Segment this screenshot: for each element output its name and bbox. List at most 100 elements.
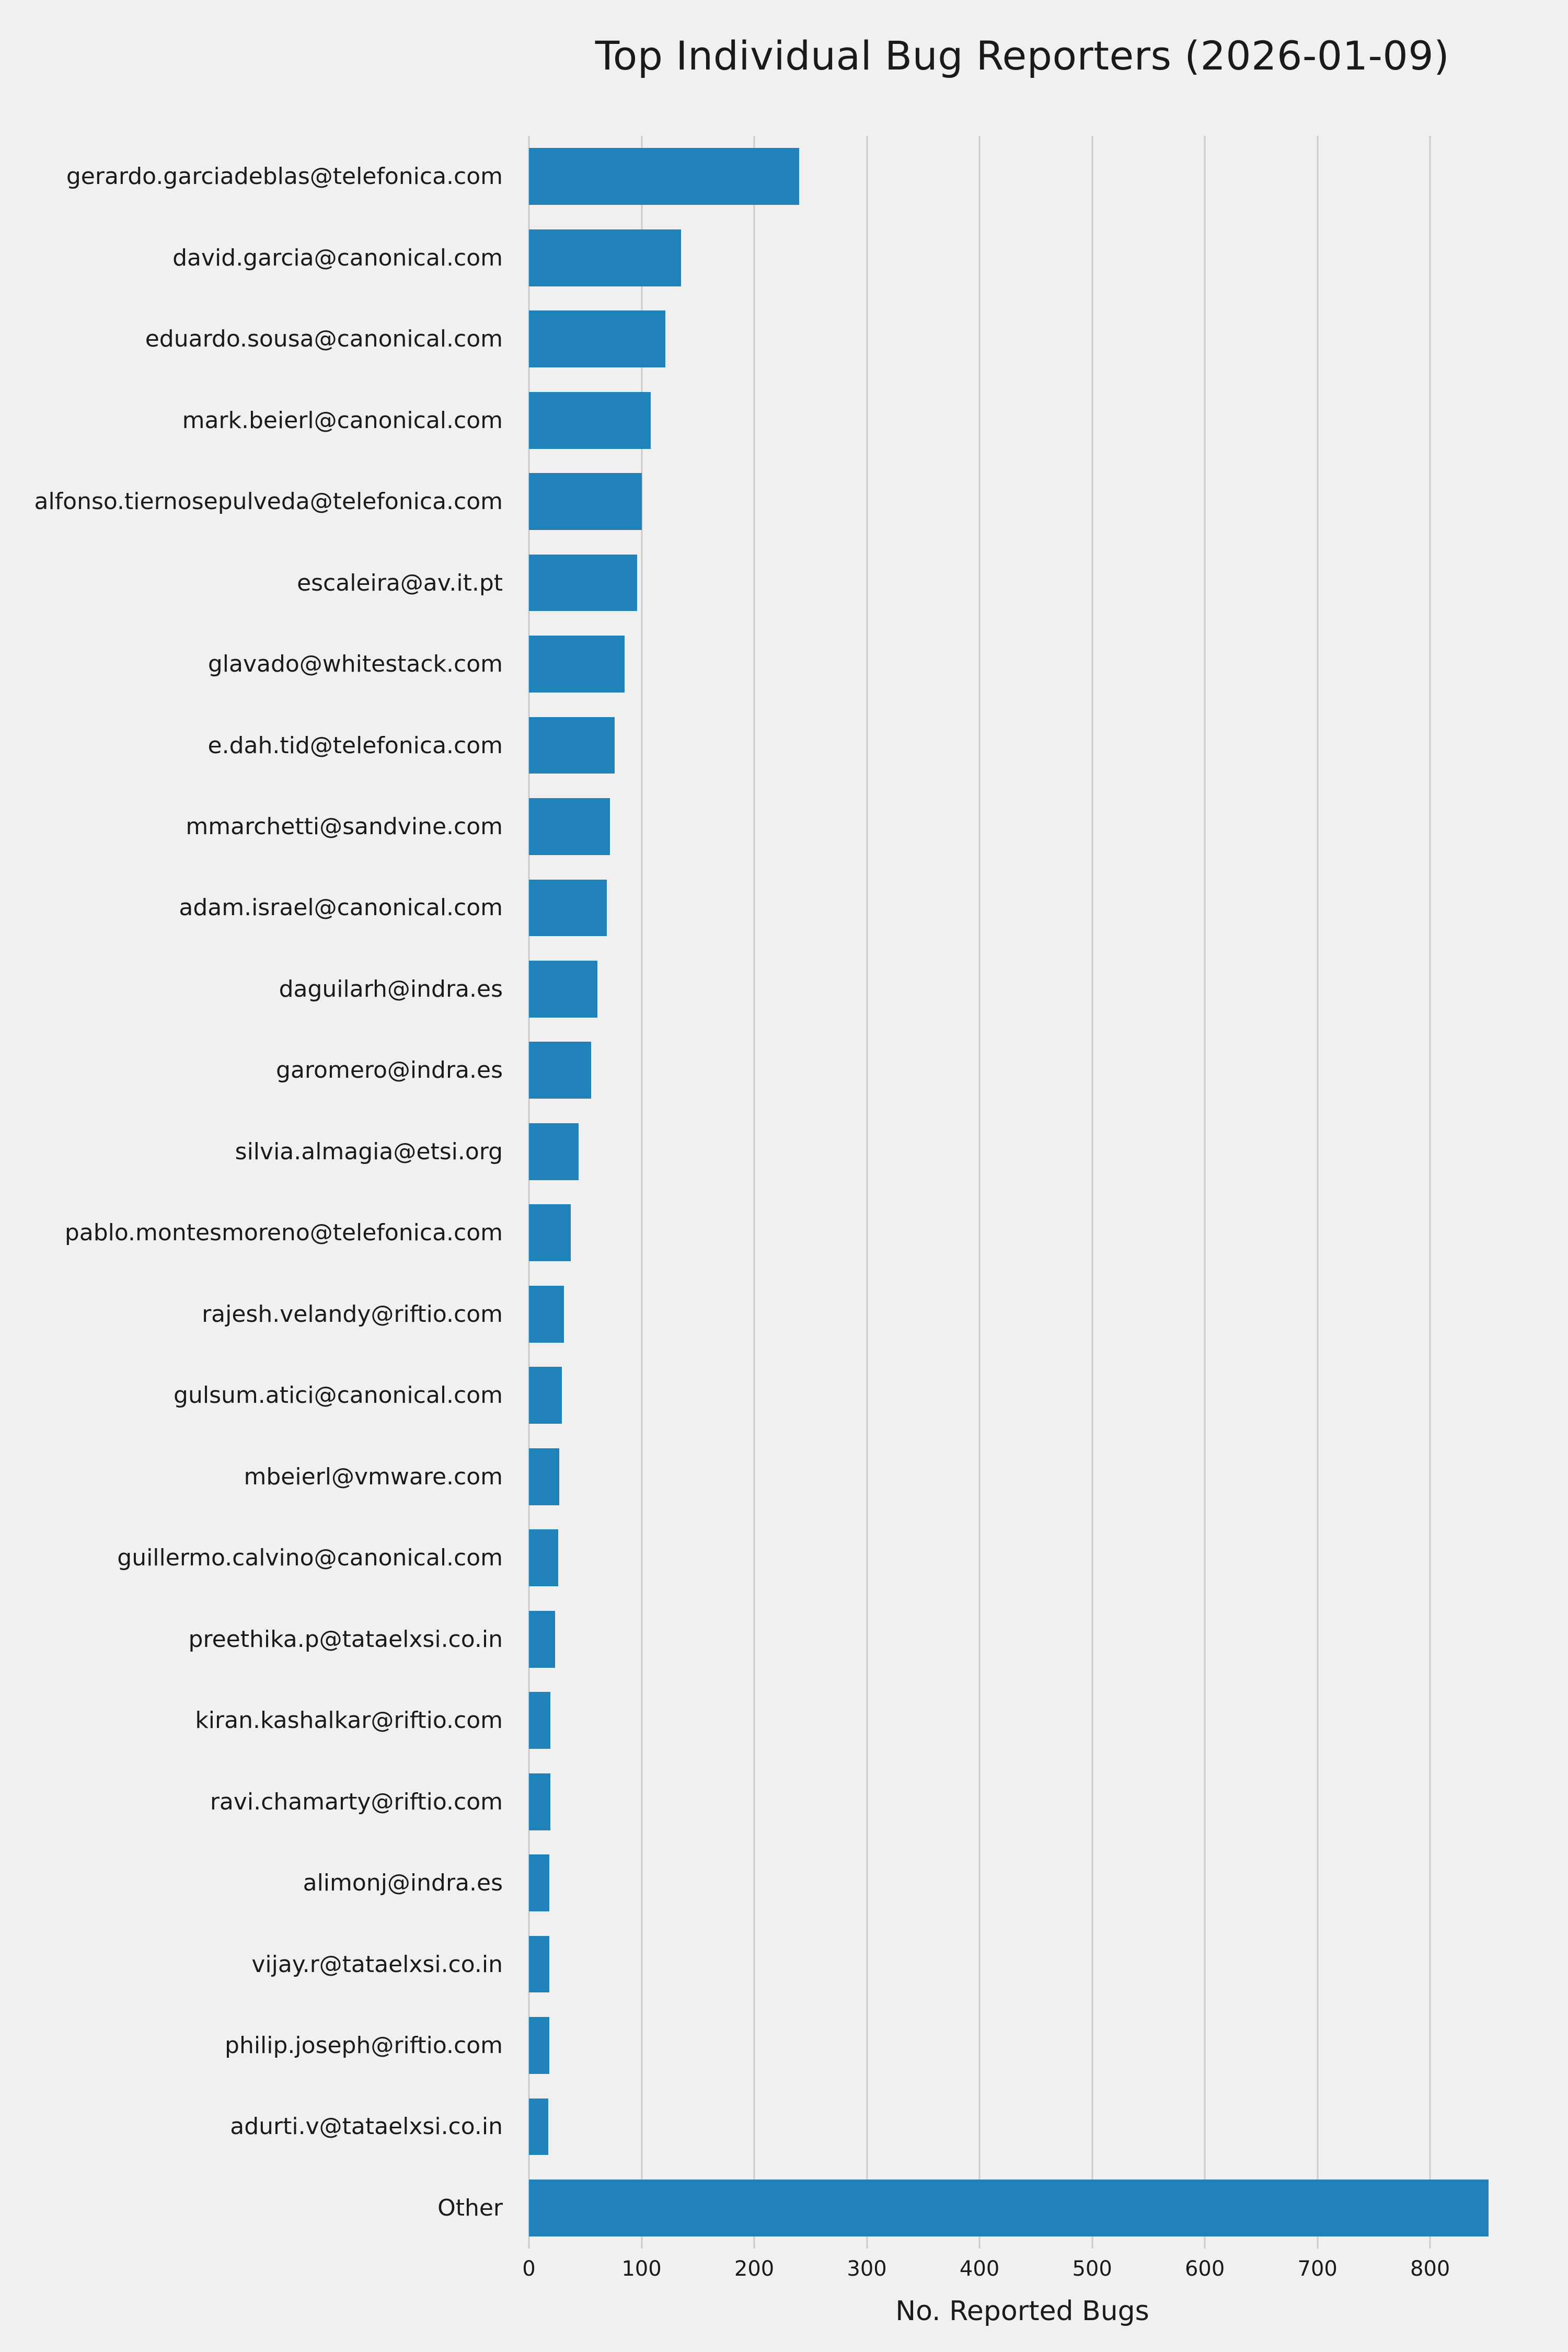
y-axis-category-labels: gerardo.garciadeblas@telefonica.com david… bbox=[0, 136, 512, 2249]
bar-row bbox=[529, 949, 1516, 1030]
y-category-label: philip.joseph@riftio.com bbox=[225, 2032, 503, 2059]
y-category-label: kiran.kashalkar@riftio.com bbox=[195, 1707, 503, 1734]
bar-row bbox=[529, 1680, 1516, 1761]
bar-row bbox=[529, 867, 1516, 948]
y-category-label: pablo.montesmoreno@telefonica.com bbox=[64, 1219, 503, 1247]
y-category-label: rajesh.velandy@riftio.com bbox=[202, 1300, 503, 1328]
bar bbox=[529, 1448, 560, 1505]
y-category-label: guillermo.calvino@canonical.com bbox=[117, 1544, 503, 1572]
bar bbox=[529, 1204, 571, 1262]
bar bbox=[529, 229, 681, 286]
bar bbox=[529, 2017, 549, 2074]
bar-row bbox=[529, 786, 1516, 867]
bar bbox=[529, 636, 625, 693]
bar bbox=[529, 879, 607, 937]
bar-row bbox=[529, 1598, 1516, 1679]
bar-row bbox=[529, 2167, 1516, 2249]
x-tick-label: 200 bbox=[734, 2257, 775, 2281]
bar bbox=[529, 2098, 548, 2155]
bar bbox=[529, 961, 598, 1018]
y-category-label: gulsum.atici@canonical.com bbox=[174, 1382, 503, 1409]
bar-row bbox=[529, 1761, 1516, 1842]
y-category-label: adam.israel@canonical.com bbox=[179, 894, 503, 921]
x-tick-label: 500 bbox=[1072, 2257, 1112, 2281]
y-category-label: e.dah.tid@telefonica.com bbox=[207, 732, 503, 759]
y-category-label: preethika.p@tataelxsi.co.in bbox=[188, 1625, 503, 1653]
bar-row bbox=[529, 1517, 1516, 1598]
bar bbox=[529, 1529, 559, 1587]
gridline bbox=[641, 136, 643, 2249]
bar bbox=[529, 1367, 562, 1424]
gridline bbox=[978, 136, 981, 2249]
x-tick-label: 400 bbox=[959, 2257, 1000, 2281]
gridline bbox=[1317, 136, 1319, 2249]
bar bbox=[529, 1285, 564, 1343]
x-tick-label: 100 bbox=[621, 2257, 662, 2281]
bar bbox=[529, 310, 665, 368]
bar-row bbox=[529, 1274, 1516, 1355]
y-category-label: silvia.almagia@etsi.org bbox=[235, 1138, 503, 1165]
bar-row bbox=[529, 1842, 1516, 1923]
bar bbox=[529, 717, 615, 774]
chart-title: Top Individual Bug Reporters (2026-01-09… bbox=[595, 32, 1450, 79]
y-category-label: mbeierl@vmware.com bbox=[244, 1463, 503, 1490]
bar-row bbox=[529, 1355, 1516, 1436]
bar bbox=[529, 1042, 591, 1099]
bar-row bbox=[529, 1030, 1516, 1111]
bar bbox=[529, 148, 800, 205]
gridline bbox=[753, 136, 755, 2249]
y-category-label: glavado@whitestack.com bbox=[207, 651, 503, 678]
bar bbox=[529, 1854, 549, 1911]
x-tick-label: 700 bbox=[1297, 2257, 1338, 2281]
bar bbox=[529, 473, 642, 531]
y-category-label: vijay.r@tataelxsi.co.in bbox=[251, 1951, 503, 1978]
gridline bbox=[528, 136, 530, 2249]
x-axis-ticks: 0 100 200 300 400 500 600 700 800 bbox=[522, 2249, 1516, 2285]
gridlines bbox=[528, 136, 1516, 2249]
bar-row bbox=[529, 379, 1516, 460]
bar-row bbox=[529, 542, 1516, 623]
y-category-label: mmarchetti@sandvine.com bbox=[186, 813, 503, 840]
bar bbox=[529, 1123, 579, 1180]
bar-row bbox=[529, 1192, 1516, 1273]
bar bbox=[529, 798, 610, 855]
bar bbox=[529, 1692, 550, 1749]
bar-row bbox=[529, 298, 1516, 379]
x-axis-label: No. Reported Bugs bbox=[895, 2296, 1149, 2327]
bar bbox=[529, 554, 637, 612]
bar-row bbox=[529, 136, 1516, 217]
bar-row bbox=[529, 1923, 1516, 2004]
bar-row bbox=[529, 1111, 1516, 1192]
gridline bbox=[866, 136, 868, 2249]
gridline bbox=[1091, 136, 1093, 2249]
x-tick-label: 300 bbox=[847, 2257, 887, 2281]
gridline bbox=[1204, 136, 1206, 2249]
y-category-label: Other bbox=[437, 2194, 503, 2221]
y-category-label: eduardo.sousa@canonical.com bbox=[145, 326, 503, 353]
y-category-label: daguilarh@indra.es bbox=[279, 975, 503, 1002]
y-category-label: garomero@indra.es bbox=[276, 1057, 503, 1084]
bar-row bbox=[529, 461, 1516, 542]
y-category-label: gerardo.garciadeblas@telefonica.com bbox=[66, 163, 503, 190]
bar bbox=[529, 1773, 550, 1830]
y-category-label: escaleira@av.it.pt bbox=[297, 569, 503, 596]
bar-series bbox=[529, 136, 1516, 2249]
bar-row bbox=[529, 705, 1516, 786]
bar bbox=[529, 2180, 1489, 2236]
bar-row bbox=[529, 217, 1516, 298]
plot-area bbox=[528, 136, 1516, 2249]
bar-row bbox=[529, 624, 1516, 705]
x-tick-label: 600 bbox=[1184, 2257, 1225, 2281]
y-category-label: alimonj@indra.es bbox=[303, 1870, 503, 1897]
bar-row bbox=[529, 1436, 1516, 1517]
y-category-label: alfonso.tiernosepulveda@telefonica.com bbox=[34, 488, 503, 515]
bar bbox=[529, 1935, 549, 1993]
bar bbox=[529, 391, 651, 449]
bar-row bbox=[529, 2005, 1516, 2086]
y-category-label: ravi.chamarty@riftio.com bbox=[210, 1788, 503, 1815]
gridline bbox=[1429, 136, 1431, 2249]
x-tick-label: 0 bbox=[522, 2257, 536, 2281]
y-category-label: mark.beierl@canonical.com bbox=[182, 407, 503, 434]
bar-row bbox=[529, 2086, 1516, 2167]
y-category-label: david.garcia@canonical.com bbox=[172, 244, 503, 271]
